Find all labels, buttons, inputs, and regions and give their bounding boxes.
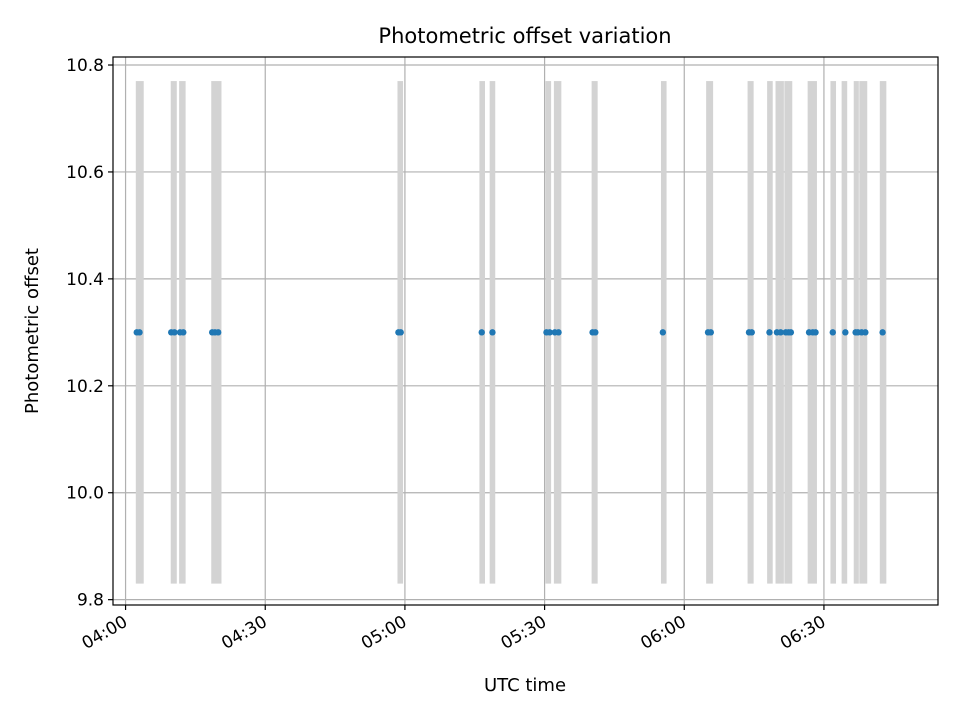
data-point	[862, 329, 869, 336]
y-tick-label: 10.0	[66, 484, 104, 504]
grid-lines	[113, 57, 938, 605]
data-point	[787, 329, 795, 336]
x-axis-title: UTC time	[484, 675, 566, 696]
x-tick-label: 05:30	[498, 612, 550, 654]
data-series	[133, 329, 886, 336]
data-point	[659, 329, 667, 336]
chart-title: Photometric offset variation	[378, 24, 671, 48]
y-tick-label: 10.8	[66, 56, 104, 76]
data-point	[707, 329, 714, 336]
data-point	[777, 329, 784, 336]
x-tick-label: 06:30	[777, 612, 829, 654]
data-point	[812, 329, 819, 336]
data-point	[180, 329, 187, 336]
data-point	[592, 329, 599, 336]
data-point	[171, 329, 178, 336]
data-point	[136, 329, 143, 336]
data-point	[879, 329, 886, 336]
y-axis: 9.8 10.0 10.2 10.4 10.6 10.8	[66, 56, 113, 611]
data-point	[842, 329, 849, 336]
plot-frame	[112, 56, 939, 606]
y-tick-label: 10.2	[66, 377, 104, 397]
data-point	[546, 329, 553, 336]
x-tick-label: 04:00	[79, 612, 131, 654]
data-point	[555, 329, 562, 336]
data-point	[829, 329, 836, 336]
x-tick-label: 04:30	[218, 612, 270, 654]
y-tick-label: 10.6	[66, 163, 104, 183]
data-point	[489, 329, 496, 336]
x-tick-label: 06:00	[637, 612, 689, 654]
data-point	[478, 329, 485, 336]
data-point	[748, 329, 755, 336]
data-point	[766, 329, 773, 336]
y-tick-label: 9.8	[77, 591, 104, 611]
y-tick-label: 10.4	[66, 270, 104, 290]
x-axis: 04:00 04:30 05:00 05:30 06:00 06:30	[79, 605, 829, 654]
data-point	[397, 329, 404, 336]
data-point	[215, 329, 222, 336]
x-tick-label: 05:00	[358, 612, 410, 654]
y-axis-title: Photometric offset	[22, 248, 43, 414]
